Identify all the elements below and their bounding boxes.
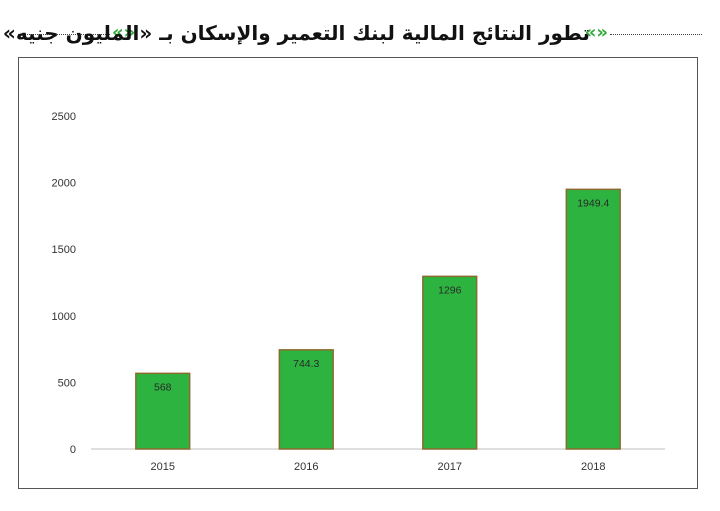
- y-tick-label: 500: [58, 377, 76, 389]
- bar-2015: [135, 372, 191, 450]
- decorative-rule-right: [610, 34, 702, 35]
- data-label: 1296: [438, 284, 462, 296]
- ornament-right: «»: [584, 22, 608, 43]
- x-tick-label: 2015: [151, 461, 175, 473]
- page-header: «» تطور النتائج المالية لبنك التعمير وال…: [0, 14, 720, 54]
- y-tick-label: 2500: [52, 111, 76, 123]
- bar-2018: [565, 188, 621, 450]
- x-tick-label: 2016: [294, 461, 318, 473]
- bar-2017: [422, 275, 478, 450]
- data-label: 568: [154, 381, 172, 393]
- x-tick-label: 2018: [581, 461, 605, 473]
- chart-title: تطور النتائج المالية لبنك التعمير والإسك…: [2, 21, 590, 45]
- y-tick-label: 0: [70, 444, 76, 456]
- x-tick-label: 2017: [438, 461, 462, 473]
- data-label: 1949.4: [577, 197, 609, 209]
- y-tick-label: 1500: [52, 244, 76, 256]
- y-tick-label: 2000: [52, 178, 76, 190]
- ornament-left: «»: [112, 22, 136, 43]
- data-label: 744.3: [293, 358, 319, 370]
- bar-chart: 0 500 1000 1500 2000 2500 568 2015 744.3 2016 1296…: [52, 111, 665, 473]
- y-tick-label: 1000: [52, 311, 76, 323]
- decorative-rule-left: [18, 34, 110, 35]
- bar-2016: [278, 349, 334, 450]
- chart-frame: 0 500 1000 1500 2000 2500 568 2015 744.3 2016 1296…: [18, 57, 698, 489]
